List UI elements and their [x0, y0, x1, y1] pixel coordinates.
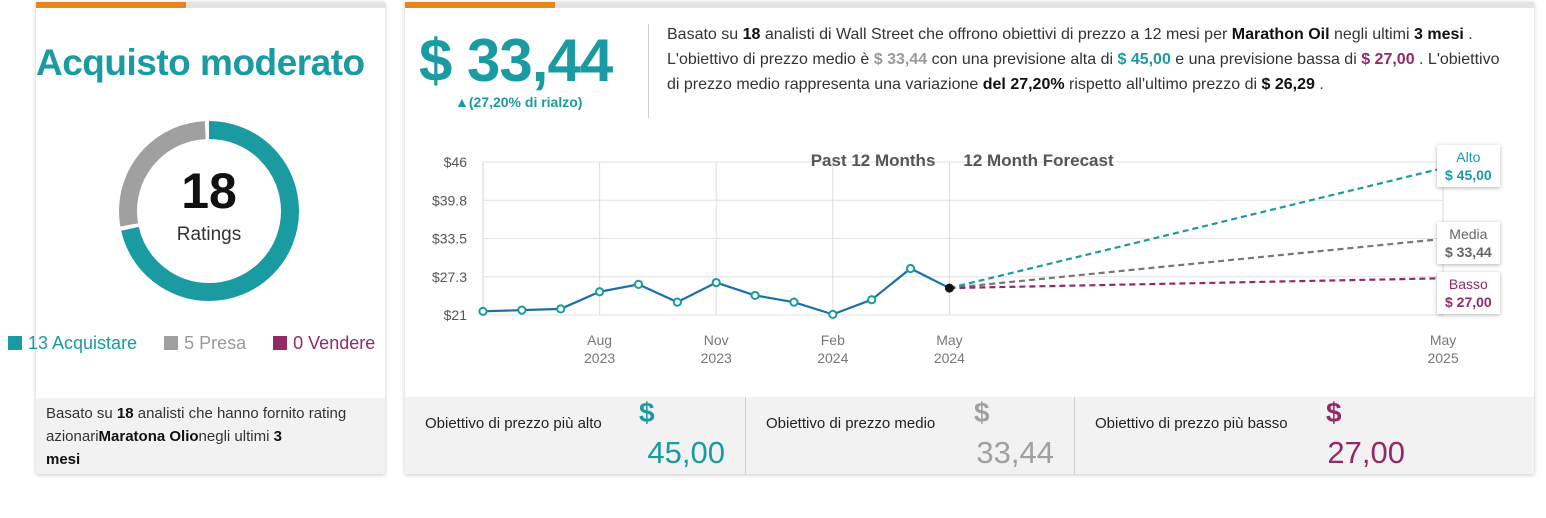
price-targets-row: Obiettivo di prezzo più alto $ 45,00 Obi… — [405, 397, 1534, 474]
legend-hold-label: 5 Presa — [184, 333, 247, 353]
history-point — [789, 297, 799, 307]
y-tick-label: $21 — [444, 307, 468, 323]
donut-segment-1 — [119, 121, 299, 301]
x-tick-month: May — [936, 332, 962, 348]
x-tick-month: Nov — [704, 332, 729, 348]
rating-card: Acquisto moderato 18 Ratings 13 Acquista… — [8, 2, 385, 474]
legend-sell: 0 Vendere — [273, 333, 375, 354]
history-point — [595, 287, 605, 297]
target-high: Obiettivo di prezzo più alto $ 45,00 — [405, 397, 745, 474]
history-point — [556, 304, 566, 314]
y-tick-label: $33.5 — [432, 231, 467, 247]
target-high-label: Obiettivo di prezzo più alto — [425, 415, 602, 432]
x-tick-year: 2024 — [934, 350, 965, 366]
history-point — [517, 305, 527, 315]
ratings-donut-chart: 18 Ratings — [118, 120, 300, 302]
history-point — [633, 279, 644, 289]
header-divider — [648, 24, 649, 118]
forecast-line-alto — [949, 167, 1444, 290]
legend-buy: 13 Acquistare — [8, 333, 137, 354]
price-target-summary: Basato su 18 analisti di Wall Street che… — [667, 26, 1500, 93]
target-high-value: 45,00 — [647, 435, 725, 470]
chart-title-past: Past 12 Months — [811, 151, 936, 170]
x-tick-year: 2024 — [817, 350, 848, 366]
legend-hold: 5 Presa — [164, 333, 246, 354]
x-tick-month: Aug — [587, 332, 612, 348]
y-tick-label: $27.3 — [432, 269, 467, 285]
dollar-icon: $ — [639, 397, 655, 428]
x-tick-year: 2023 — [584, 350, 615, 366]
legend-sell-label: 0 Vendere — [293, 333, 376, 353]
target-average-value: 33,44 — [976, 435, 1054, 470]
history-point — [828, 309, 838, 319]
history-point — [750, 290, 760, 301]
card-top-bar — [405, 2, 1534, 8]
legend-buy-label: 13 Acquistare — [28, 333, 138, 353]
ratings-legend: 13 Acquistare 5 Presa 0 Vendere — [8, 333, 397, 354]
history-point — [867, 295, 877, 305]
target-low: Obiettivo di prezzo più basso $ 27,00 — [1074, 397, 1534, 474]
history-point — [905, 263, 916, 274]
target-average: Obiettivo di prezzo medio $ 33,44 — [745, 397, 1074, 474]
upside-percent: ▲(27,20% di rialzo) — [455, 94, 583, 110]
history-point — [478, 306, 488, 316]
history-point — [672, 297, 682, 307]
history-point — [711, 277, 721, 288]
target-low-value: 27,00 — [1327, 435, 1405, 470]
x-tick-year: 2025 — [1427, 350, 1458, 366]
forecast-flag-low: Basso $ 27,00 — [1437, 272, 1500, 314]
x-tick-year: 2023 — [701, 350, 732, 366]
forecast-line-basso — [949, 277, 1444, 290]
dollar-icon: $ — [1326, 397, 1342, 428]
price-forecast-chart: $46 $39.8 $33.5 $27.3 $21 Aug 2023 Nov 2023 Feb 20… — [432, 151, 1459, 366]
x-tick-month: Feb — [821, 332, 845, 348]
forecast-line-media — [949, 237, 1444, 290]
target-average-label: Obiettivo di prezzo medio — [766, 415, 936, 432]
target-low-label: Obiettivo di prezzo più basso — [1095, 415, 1288, 432]
average-price-target: $ 33,44 — [419, 27, 613, 94]
chart-title-forecast: 12 Month Forecast — [963, 151, 1114, 170]
current-price-point — [944, 283, 954, 293]
ratings-label: Ratings — [176, 224, 242, 245]
x-tick-month: May — [1430, 332, 1456, 348]
donut-segment-0 — [119, 121, 299, 301]
donut-svg — [119, 121, 299, 301]
price-target-card: $ 33,44 ▲(27,20% di rialzo) Basato su 18… — [405, 2, 1534, 474]
forecast-flag-average: Media $ 33,44 — [1437, 222, 1500, 264]
forecast-flag-high: Alto $ 45,00 — [1437, 145, 1500, 187]
dollar-icon: $ — [974, 397, 990, 428]
ratings-count: 18 — [181, 163, 237, 219]
consensus-rating: Acquisto moderato — [36, 42, 365, 83]
y-tick-label: $46 — [444, 154, 468, 170]
y-tick-label: $39.8 — [432, 192, 467, 208]
rating-footer-text: Basato su 18 analisti che hanno fornito … — [36, 398, 385, 474]
card-top-bar — [36, 2, 385, 8]
